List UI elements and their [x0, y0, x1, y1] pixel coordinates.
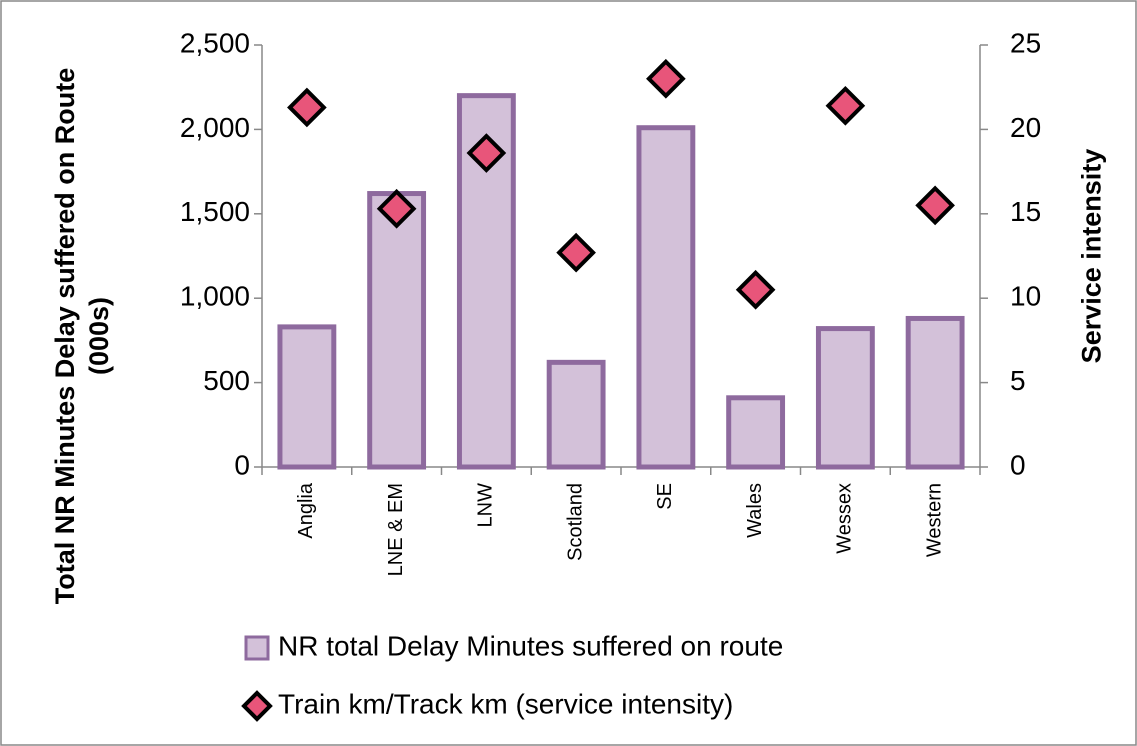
- y2-axis-label: Service intensity: [1076, 148, 1107, 364]
- legend-item: Train km/Track km (service intensity): [241, 688, 733, 722]
- y-axis-label: Total NR Minutes Delay suffered on Route…: [50, 67, 114, 605]
- y2-tick-label: 20: [1010, 112, 1041, 143]
- x-tick-label: LNW: [475, 483, 497, 528]
- y2-tick-label: 15: [1010, 196, 1041, 227]
- x-tick-label: Wessex: [834, 483, 856, 554]
- bar: [367, 191, 427, 470]
- legend-swatch: [244, 635, 270, 661]
- legend-item: NR total Delay Minutes suffered on route: [244, 630, 783, 661]
- marker: [825, 85, 866, 126]
- bar: [546, 359, 606, 470]
- y-tick-label: 500: [203, 365, 250, 396]
- x-tick-label: Scotland: [564, 483, 586, 561]
- x-tick-label: Wales: [744, 483, 766, 538]
- y2-tick-label: 25: [1010, 27, 1041, 58]
- bar: [277, 324, 337, 470]
- x-tick-label: Anglia: [295, 482, 317, 538]
- y-tick-label: 0: [234, 449, 250, 480]
- y2-tick-label: 0: [1010, 449, 1026, 480]
- marker: [646, 58, 686, 99]
- x-tick-label: Western: [923, 483, 945, 557]
- y-tick-label: 1,500: [180, 196, 250, 227]
- marker: [466, 133, 507, 173]
- y2-tick-label: 5: [1010, 365, 1026, 396]
- marker: [556, 232, 596, 273]
- marker: [376, 188, 417, 229]
- bar: [815, 326, 875, 470]
- y-tick-label: 1,000: [180, 281, 250, 312]
- legend-label: Train km/Track km (service intensity): [278, 688, 733, 719]
- y-tick-label: 2,500: [180, 27, 250, 58]
- marker: [915, 185, 955, 226]
- x-tick-label: SE: [654, 483, 676, 510]
- legend-label: NR total Delay Minutes suffered on route: [278, 630, 783, 661]
- bar: [726, 395, 786, 470]
- y2-tick-label: 10: [1010, 281, 1041, 312]
- bar: [905, 315, 965, 470]
- bar: [636, 125, 696, 470]
- y-tick-label: 2,000: [180, 112, 250, 143]
- x-tick-label: LNE & EM: [385, 483, 407, 576]
- marker: [287, 87, 327, 128]
- marker: [735, 269, 776, 310]
- legend-swatch: [241, 690, 273, 722]
